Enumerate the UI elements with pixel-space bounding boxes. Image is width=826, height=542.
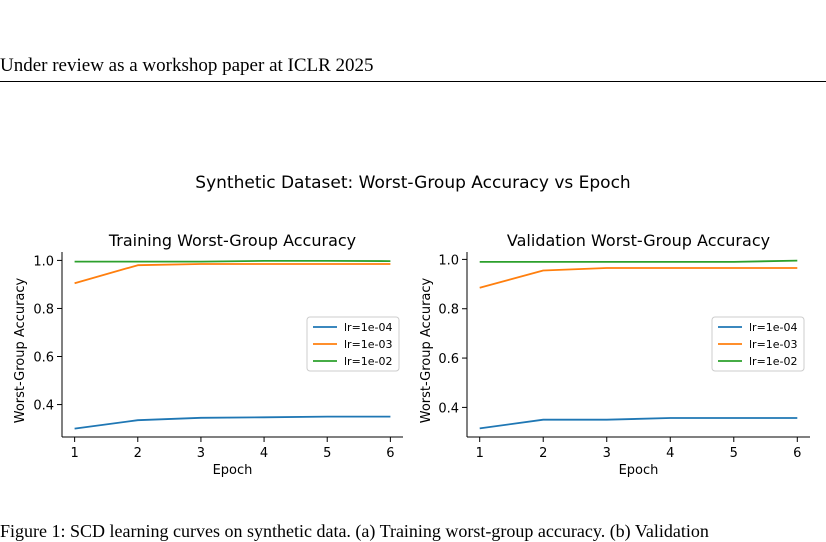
panel2-series-line-1 — [479, 417, 798, 430]
panel1-x-tick-label: 2 — [134, 446, 142, 461]
panel2-x-tick-label: 2 — [539, 446, 547, 461]
panel1-x-tick-label: 5 — [323, 446, 331, 461]
panel2-x-tick-label: 1 — [476, 446, 484, 461]
panel1-x-tick-label: 4 — [260, 446, 268, 461]
panel2-legend-label: lr=1e-02 — [749, 355, 798, 368]
panel2-x-tick-label: 5 — [730, 446, 738, 461]
panel2-y-tick-label: 0.8 — [438, 303, 459, 318]
panel2-x-axis-label: Epoch — [619, 463, 659, 478]
panel1-x-tick-label: 3 — [197, 446, 205, 461]
panel1-series-line-1 — [74, 415, 391, 430]
panel2-x-tick-label: 3 — [603, 446, 611, 461]
panel2-legend-label: lr=1e-04 — [749, 321, 798, 334]
header-rule — [0, 81, 826, 82]
figure-caption: Figure 1: SCD learning curves on synthet… — [0, 521, 709, 541]
panel2-x-tick-label: 6 — [793, 446, 801, 461]
panel1-y-tick-label: 0.6 — [33, 351, 54, 366]
panel1-y-axis-label: Worst-Group Accuracy — [13, 277, 28, 423]
figure-suptitle: Synthetic Dataset: Worst-Group Accuracy … — [195, 173, 631, 193]
panel1-legend-label: lr=1e-02 — [344, 355, 393, 368]
panel2-y-tick-label: 0.6 — [438, 352, 459, 367]
panel2-x-tick-label: 4 — [666, 446, 674, 461]
panel1-legend-box — [306, 316, 400, 372]
panel2-series-line-3 — [479, 259, 798, 263]
panel2-series-line-2 — [479, 267, 798, 289]
panel1-y-tick-label: 0.8 — [33, 302, 54, 317]
panel2-legend-box — [711, 316, 805, 372]
panel2-y-axis-label: Worst-Group Accuracy — [419, 277, 434, 423]
panel1-y-tick-label: 0.4 — [33, 399, 54, 414]
panel1-x-tick-label: 1 — [70, 446, 78, 461]
panel2-y-tick-label: 1.0 — [438, 253, 459, 268]
panel2-legend-label: lr=1e-03 — [749, 338, 798, 351]
panel1-series-line-2 — [74, 263, 391, 285]
panel1-y-tick-label: 1.0 — [33, 254, 54, 269]
panel1-legend-label: lr=1e-03 — [344, 338, 393, 351]
panel2-y-tick-label: 0.4 — [438, 401, 459, 416]
panel2-title: Validation Worst-Group Accuracy — [507, 231, 770, 250]
panel1-title: Training Worst-Group Accuracy — [108, 231, 356, 250]
page-header: Under review as a workshop paper at ICLR… — [0, 55, 374, 76]
figure-charts: Training Worst-Group Accuracy 1 2 3 4 5 6 0.4 0.… — [13, 231, 810, 478]
panel1-x-axis-label: Epoch — [213, 463, 253, 478]
panel1-x-tick-label: 6 — [386, 446, 394, 461]
panel1-series-line-3 — [74, 259, 391, 263]
panel1-legend-label: lr=1e-04 — [344, 321, 393, 334]
